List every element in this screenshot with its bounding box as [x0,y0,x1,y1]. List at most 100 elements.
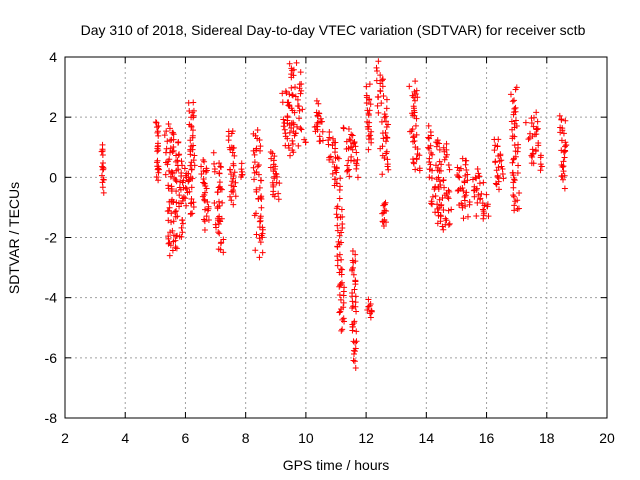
data-point [198,163,205,170]
data-point [180,177,187,184]
data-point [337,175,344,182]
data-point [429,201,436,208]
data-point [500,175,507,182]
data-point [267,164,274,171]
data-point [382,129,389,136]
data-point [154,145,161,152]
data-point [267,149,274,156]
data-point [368,128,375,135]
data-point [256,254,263,261]
y-tick-label: 0 [49,169,57,185]
data-point [238,160,245,167]
data-point [347,137,354,144]
data-point [255,161,262,168]
data-point [326,129,333,136]
data-point [201,227,208,234]
data-point [231,169,238,176]
data-point [153,124,160,131]
data-point [374,68,381,75]
data-point [227,171,234,178]
data-point [383,219,390,226]
data-point [461,193,468,200]
data-point [353,162,360,169]
data-point [258,177,265,184]
data-point [375,109,382,116]
data-point [251,212,258,219]
data-point [491,147,498,154]
data-point [448,206,455,213]
data-point [511,142,518,149]
data-point [462,203,469,210]
data-point [515,162,522,169]
data-point [354,174,361,181]
data-point [229,178,236,185]
data-point [341,284,348,291]
data-point [416,167,423,174]
data-point [201,206,208,213]
data-point [284,135,291,142]
data-point [331,149,338,156]
data-point [562,148,569,155]
data-point [366,81,373,88]
data-point [379,152,386,159]
data-point [333,169,340,176]
data-point [312,128,319,135]
data-point [340,124,347,131]
data-point [480,179,487,186]
data-point [344,162,351,169]
data-point [336,309,343,316]
data-point [499,171,506,178]
data-point [231,183,238,190]
data-point [436,158,443,165]
data-point [170,147,177,154]
data-point [412,90,419,97]
data-point [281,126,288,133]
data-point [445,207,452,214]
data-point [479,200,486,207]
data-point [253,188,260,195]
data-point [350,303,357,310]
data-point [349,298,356,305]
data-point [537,161,544,168]
x-tick-label: 10 [298,430,314,446]
data-point [319,128,326,135]
data-point [510,111,517,118]
data-points [98,58,570,371]
data-point [333,211,340,218]
data-point [557,129,564,136]
data-point [239,171,246,178]
data-point [338,305,345,312]
data-point [287,152,294,159]
data-point [384,134,391,141]
data-point [463,157,470,164]
data-point [352,251,359,258]
data-point [275,196,282,203]
data-point [366,96,373,103]
data-point [200,167,207,174]
data-point [190,204,197,211]
data-point [436,178,443,185]
data-point [528,152,535,159]
data-point [238,166,245,173]
data-point [406,83,413,90]
data-point [177,178,184,185]
data-point [366,107,373,114]
data-point [560,130,567,137]
x-tick-label: 4 [121,430,129,446]
data-point [463,167,470,174]
data-point [363,92,370,99]
data-point [329,170,336,177]
data-point [352,365,359,371]
data-point [434,164,441,171]
data-point [350,357,357,364]
data-point [338,206,345,213]
data-point [337,214,344,221]
data-point [509,133,516,140]
data-point [456,174,463,181]
data-point [231,152,238,159]
data-point [512,117,519,124]
data-point [368,308,375,315]
data-point [336,195,343,202]
data-point [495,136,502,143]
data-point [440,177,447,184]
